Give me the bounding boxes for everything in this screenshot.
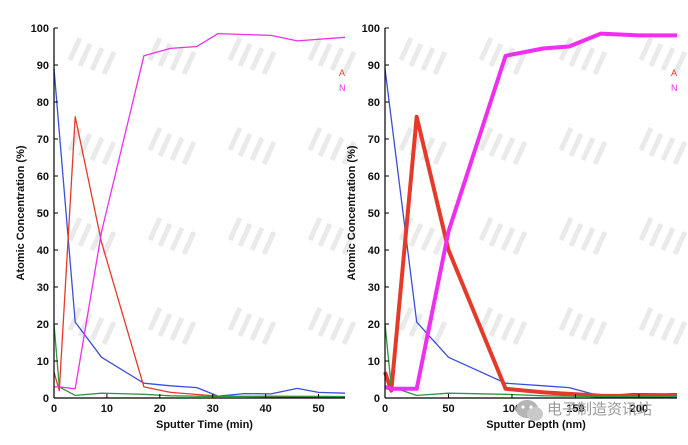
right-chart-panel: 0 10 20 30 40 50 60 70 80 90 100 0 50 100 150 200 Sputte… [346,23,688,431]
x-tick-label: 50 [312,403,324,415]
y-tick-label: 20 [368,319,380,331]
watermark-text: 电子制造资讯站 [547,401,652,418]
y-tick-label: 40 [37,245,49,257]
watermark-mark [558,216,608,256]
watermark-mark [227,126,277,166]
x-axis-label: Sputter Time (min) [156,419,253,431]
watermark-mark [638,306,688,346]
watermark-mark [638,216,688,256]
watermark-mark [398,306,448,346]
watermark-mark [307,126,357,166]
watermark-mark [307,216,357,256]
watermark-mark [398,36,448,76]
watermark-mark [558,126,608,166]
watermark-mark [478,126,528,166]
x-tick-label: 50 [442,403,454,415]
watermark-mark [478,36,528,76]
x-tick-label: 0 [382,403,388,415]
y-tick-label: 70 [37,134,49,146]
y-tick-label: 10 [368,356,380,368]
y-tick-label: 100 [31,23,49,35]
watermark-mark [67,306,117,346]
watermark-mark [307,306,357,346]
wechat-chat-bubble-icon [516,400,543,421]
watermark-mark [147,36,197,76]
y-tick-label: 90 [368,60,380,72]
y-axis-label: Atomic Concentration (%) [346,145,358,280]
x-axis-label: Sputter Depth (nm) [486,419,586,431]
y-axis-label: Atomic Concentration (%) [15,145,27,280]
series-line-red [383,114,678,399]
x-tick-label: 200 [630,403,648,415]
watermark-mark [638,36,688,76]
series-line-magenta [384,31,677,391]
watermark-mark [638,126,688,166]
y-tick-label: 100 [362,23,380,35]
legend-entry: N [671,83,678,93]
watermark-mark [478,216,528,256]
y-tick-label: 50 [37,208,49,220]
watermark-mark [147,126,197,166]
watermark-mark [67,216,117,256]
legend-entry: A [671,68,677,78]
watermark-mark [307,36,357,76]
watermark-mark [227,216,277,256]
left-chart-panel: 0 10 20 30 40 50 60 70 80 90 100 0 10 20 30 40 50 Sputter… [15,23,357,431]
x-tick-label: 30 [207,403,219,415]
watermark-mark [227,36,277,76]
y-tick-label: 0 [43,393,49,405]
y-tick-label: 60 [368,171,380,183]
y-tick-label: 80 [368,97,380,109]
x-tick-label: 20 [154,403,166,415]
y-tick-label: 50 [368,208,380,220]
watermark-mark [558,306,608,346]
y-tick-label: 70 [368,134,380,146]
series-line-blue [53,68,346,397]
y-tick-label: 40 [368,245,380,257]
watermark-mark [558,36,608,76]
background-watermark [398,36,688,346]
x-tick-label: 40 [260,403,272,415]
y-tick-label: 60 [37,171,49,183]
watermark-mark [227,306,277,346]
watermark-mark [478,306,528,346]
watermark-mark [67,126,117,166]
legend-entry: A [339,68,345,78]
y-tick-label: 30 [37,282,49,294]
y-tick-label: 10 [37,356,49,368]
watermark-mark [147,216,197,256]
y-tick-label: 90 [37,60,49,72]
y-tick-label: 0 [374,393,380,405]
x-tick-label: 150 [566,403,584,415]
series-line-green [53,323,346,398]
x-tick-label: 10 [101,403,113,415]
background-watermark [67,36,357,346]
x-tick-label: 0 [51,403,57,415]
watermark-badge: 电子制造资讯站 [516,400,652,421]
watermark-mark [147,306,197,346]
legend-entry: N [339,83,346,93]
y-tick-label: 80 [37,97,49,109]
series-line-magenta [54,32,346,390]
y-tick-label: 30 [368,282,380,294]
y-tick-label: 20 [37,319,49,331]
x-tick-label: 100 [503,403,521,415]
series-line-blue [384,68,678,397]
watermark-mark [67,36,117,76]
